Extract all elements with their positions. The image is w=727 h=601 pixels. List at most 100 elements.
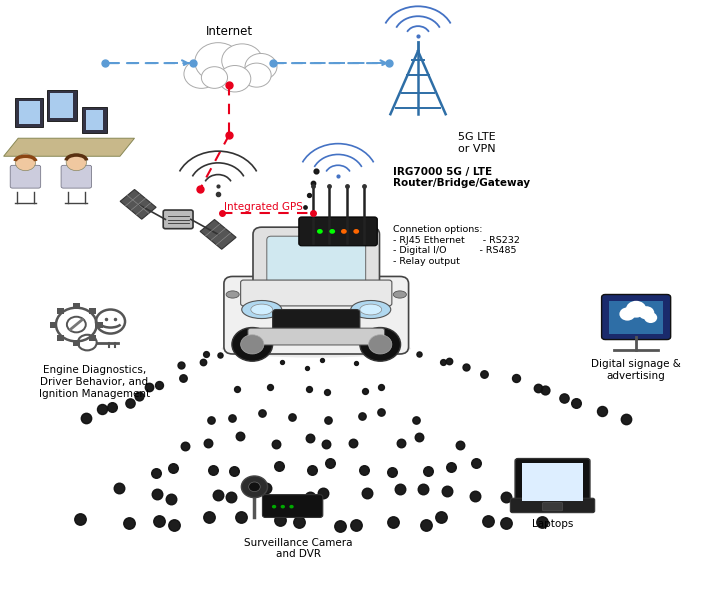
Point: [214, 350, 226, 360]
Point: [410, 415, 422, 424]
Point: [113, 484, 125, 493]
Circle shape: [644, 313, 657, 323]
Circle shape: [638, 306, 654, 319]
Circle shape: [369, 335, 392, 354]
FancyBboxPatch shape: [224, 276, 409, 354]
Point: [369, 330, 380, 340]
Polygon shape: [120, 189, 156, 219]
Circle shape: [241, 335, 264, 354]
Point: [374, 382, 386, 391]
Point: [478, 370, 490, 379]
Circle shape: [249, 482, 260, 492]
Circle shape: [281, 505, 285, 508]
Point: [177, 374, 188, 383]
FancyBboxPatch shape: [86, 110, 103, 130]
Point: [175, 360, 187, 370]
Point: [150, 468, 162, 478]
Point: [387, 517, 398, 527]
Point: [348, 438, 359, 448]
Text: Digital signage &
advertising: Digital signage & advertising: [591, 359, 681, 381]
Point: [168, 463, 180, 472]
Point: [420, 520, 432, 529]
Point: [310, 166, 322, 176]
Point: [201, 349, 212, 359]
Point: [460, 362, 472, 372]
FancyBboxPatch shape: [50, 322, 57, 328]
Point: [438, 357, 449, 367]
Point: [414, 349, 425, 358]
Point: [198, 357, 209, 367]
Point: [501, 492, 513, 502]
FancyBboxPatch shape: [61, 165, 92, 188]
Point: [153, 516, 165, 525]
Point: [435, 513, 447, 522]
Point: [124, 398, 135, 408]
FancyBboxPatch shape: [299, 217, 377, 246]
Circle shape: [329, 229, 335, 234]
Circle shape: [66, 154, 87, 171]
Point: [264, 382, 276, 392]
Circle shape: [317, 229, 323, 234]
FancyBboxPatch shape: [253, 227, 379, 293]
Circle shape: [353, 229, 359, 234]
Point: [350, 358, 362, 368]
Point: [74, 514, 86, 523]
FancyBboxPatch shape: [89, 308, 96, 314]
Text: Integrated GPS: Integrated GPS: [224, 203, 302, 212]
Point: [417, 484, 428, 494]
Circle shape: [289, 505, 294, 508]
Point: [361, 488, 372, 498]
Point: [306, 465, 318, 475]
FancyBboxPatch shape: [19, 101, 40, 124]
Point: [303, 191, 315, 200]
Point: [270, 439, 282, 449]
FancyBboxPatch shape: [73, 340, 80, 346]
Text: IRG7000 5G / LTE
Router/Bridge/Gateway: IRG7000 5G / LTE Router/Bridge/Gateway: [393, 166, 530, 188]
Circle shape: [272, 505, 276, 508]
Circle shape: [241, 476, 268, 498]
FancyBboxPatch shape: [82, 107, 107, 133]
Point: [226, 413, 238, 423]
Point: [302, 363, 313, 373]
Point: [168, 520, 180, 530]
Point: [454, 440, 466, 450]
Point: [212, 490, 224, 500]
Ellipse shape: [226, 291, 239, 298]
Point: [307, 178, 318, 188]
FancyBboxPatch shape: [522, 463, 583, 501]
Point: [133, 391, 145, 400]
Point: [469, 492, 481, 501]
Point: [293, 517, 305, 526]
Point: [237, 340, 249, 349]
FancyBboxPatch shape: [248, 328, 385, 345]
FancyBboxPatch shape: [89, 335, 96, 341]
Point: [143, 383, 155, 392]
Circle shape: [201, 67, 228, 88]
Circle shape: [341, 229, 347, 234]
Point: [443, 356, 454, 366]
Ellipse shape: [251, 304, 273, 315]
Text: Connetion options:
- RJ45 Ethernet      - RS232
- Digital I/O           - RS485
: Connetion options: - RJ45 Ethernet - RS2…: [393, 225, 520, 266]
FancyBboxPatch shape: [50, 93, 73, 118]
Point: [482, 516, 494, 526]
Point: [394, 343, 406, 353]
Point: [276, 357, 288, 367]
Point: [235, 513, 246, 522]
Circle shape: [184, 59, 219, 88]
Text: Surveillance Camera
and DVR: Surveillance Camera and DVR: [244, 538, 353, 560]
FancyBboxPatch shape: [47, 90, 77, 121]
Point: [231, 384, 243, 394]
Point: [304, 433, 316, 443]
Point: [205, 415, 217, 424]
Point: [275, 516, 286, 525]
Polygon shape: [200, 219, 236, 249]
FancyBboxPatch shape: [57, 335, 64, 341]
Point: [321, 388, 332, 397]
Ellipse shape: [222, 340, 411, 358]
Point: [356, 412, 368, 421]
Point: [207, 465, 219, 475]
Point: [152, 489, 164, 499]
FancyBboxPatch shape: [542, 502, 563, 511]
Point: [324, 459, 336, 468]
Point: [334, 520, 346, 530]
